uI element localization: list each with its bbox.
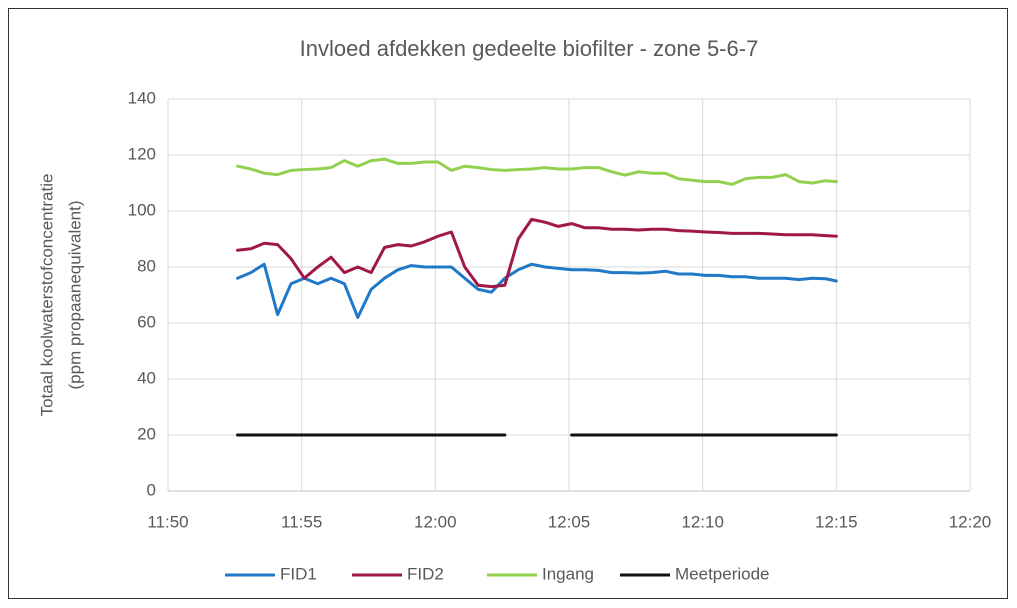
y-axis-label: Totaal koolwaterstofconcentratie — [37, 174, 56, 417]
y-axis-label: (ppm propaanequivalent) — [65, 200, 84, 389]
y-tick-label: 140 — [128, 88, 156, 107]
series-line — [236, 262, 838, 319]
chart-border — [8, 8, 1008, 599]
y-tick-label: 80 — [137, 256, 156, 275]
legend-label: FID2 — [407, 564, 444, 583]
x-tick-label: 11:50 — [147, 512, 188, 531]
x-tick-label: 12:20 — [949, 512, 992, 531]
x-tick-label: 12:15 — [815, 512, 858, 531]
y-tick-label: 40 — [137, 368, 156, 387]
x-tick-label: 12:10 — [681, 512, 724, 531]
x-tick-label: 12:00 — [414, 512, 457, 531]
y-tick-label: 60 — [137, 312, 156, 331]
legend-label: FID1 — [280, 564, 317, 583]
legend-label: Ingang — [542, 564, 594, 583]
series-line — [236, 217, 838, 289]
chart-title: Invloed afdekken gedeelte biofilter - zo… — [300, 36, 759, 61]
y-tick-label: 120 — [128, 144, 156, 163]
x-tick-label: 12:05 — [548, 512, 591, 531]
legend-label: Meetperiode — [675, 564, 770, 583]
y-tick-label: 0 — [147, 480, 156, 499]
y-tick-label: 100 — [128, 200, 156, 219]
x-tick-label: 11:55 — [281, 512, 322, 531]
y-tick-label: 20 — [137, 424, 156, 443]
series-line — [236, 157, 838, 186]
